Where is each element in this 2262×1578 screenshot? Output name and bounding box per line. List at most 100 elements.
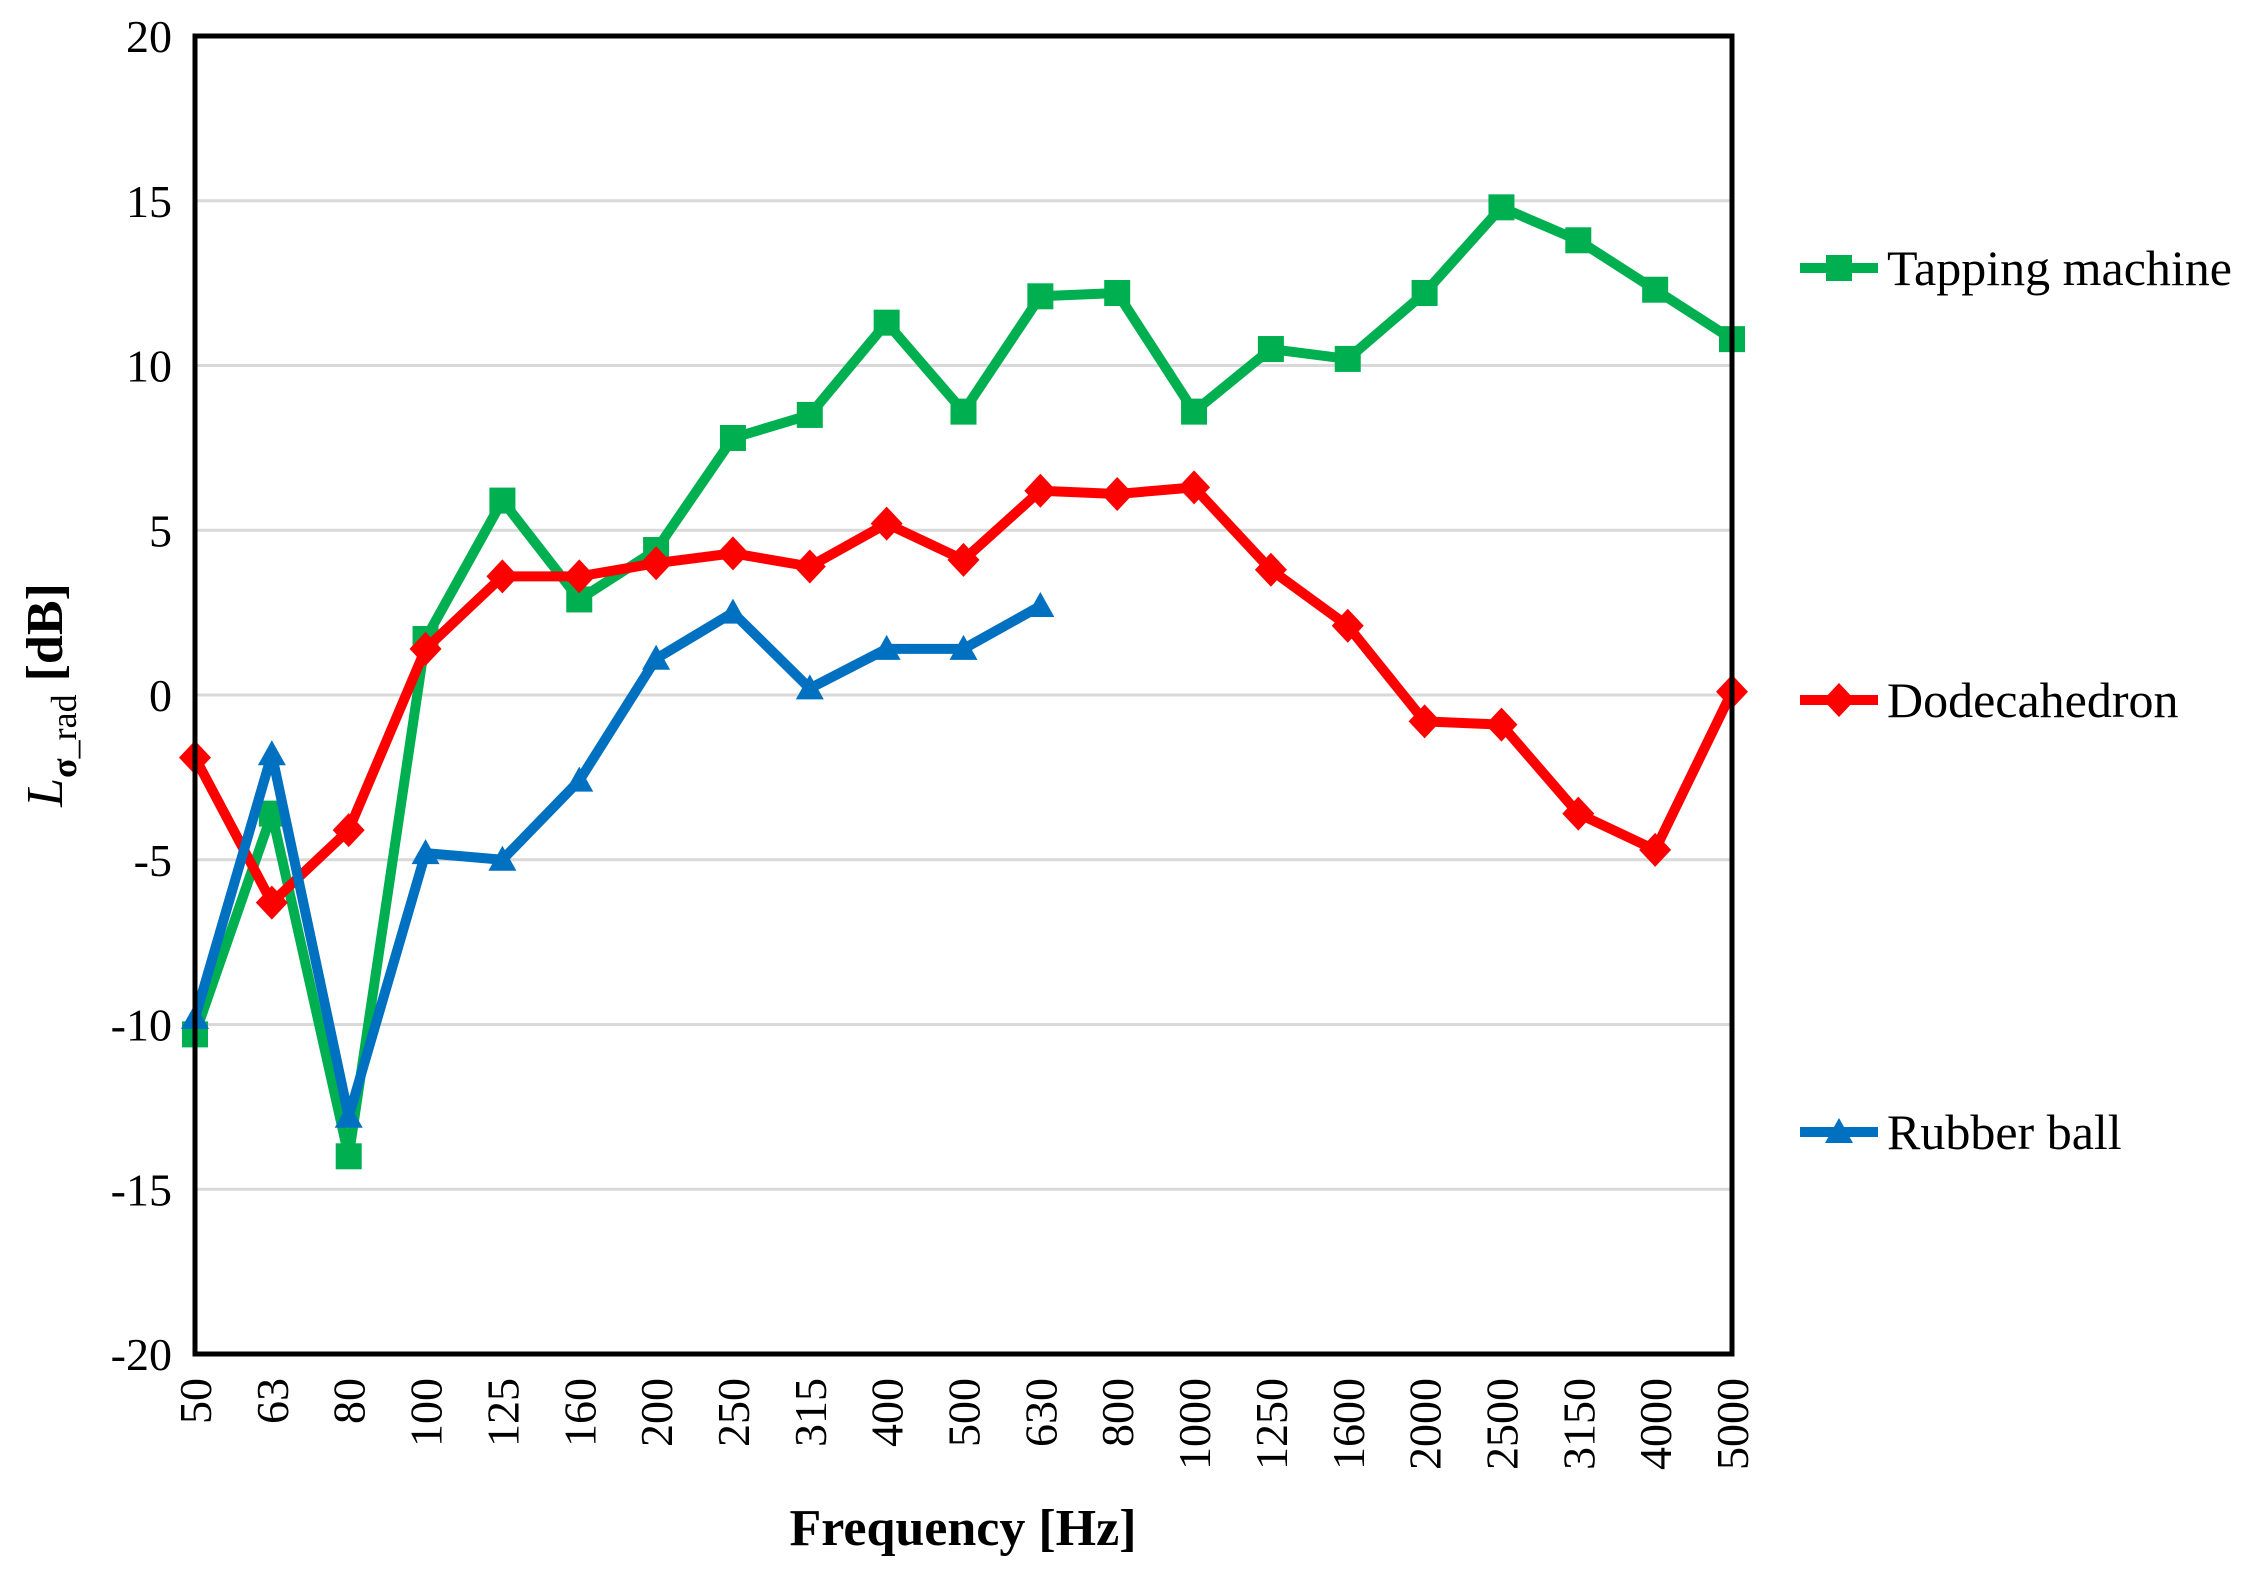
data-point-dodecahedron-160 — [563, 559, 596, 594]
legend-label-rubber-ball: Rubber ball — [1887, 1104, 2122, 1160]
data-point-dodecahedron-500 — [947, 542, 980, 577]
data-point-tapping-machine-125 — [489, 487, 516, 514]
x-tick-label-400: 400 — [862, 1378, 913, 1447]
x-tick-label-160: 160 — [554, 1378, 605, 1447]
x-tick-label-100: 100 — [401, 1378, 452, 1447]
series-rubber-ball — [181, 592, 1055, 1128]
x-tick-label-500: 500 — [939, 1378, 990, 1447]
y-tick-label-10: 10 — [126, 341, 172, 392]
y-axis-title: Lσ_rad [dB] — [17, 583, 84, 808]
x-tick-label-63: 63 — [247, 1378, 298, 1424]
y-tick-label-0: 0 — [149, 670, 172, 721]
y-tick-label--15: -15 — [111, 1164, 172, 1215]
x-tick-label-1000: 1000 — [1169, 1378, 1220, 1470]
data-point-dodecahedron-80 — [332, 813, 365, 848]
data-point-rubber-ball-630 — [1026, 592, 1055, 618]
y-tick-label-20: 20 — [126, 11, 172, 62]
data-point-tapping-machine-2000 — [1411, 280, 1438, 307]
data-point-dodecahedron-1000 — [1178, 470, 1211, 505]
data-point-rubber-ball-250 — [718, 598, 747, 624]
data-point-dodecahedron-4000 — [1639, 832, 1672, 867]
y-tick-label-15: 15 — [126, 176, 172, 227]
data-point-rubber-ball-315 — [795, 674, 824, 700]
data-point-dodecahedron-315 — [793, 549, 826, 584]
data-point-rubber-ball-200 — [642, 644, 671, 670]
data-point-rubber-ball-500 — [949, 634, 978, 660]
data-point-tapping-machine-315 — [796, 401, 823, 428]
legend-label-dodecahedron: Dodecahedron — [1887, 672, 2179, 728]
x-tick-label-80: 80 — [324, 1378, 375, 1424]
y-tick-label--5: -5 — [134, 835, 172, 886]
data-point-dodecahedron-630 — [1024, 473, 1057, 508]
x-tick-label-50: 50 — [170, 1378, 221, 1424]
data-point-dodecahedron-1250 — [1254, 552, 1287, 587]
legend: Tapping machine Dodecahedron Rubber ball — [1800, 240, 2232, 1160]
data-point-tapping-machine-4000 — [1642, 276, 1669, 303]
plot-border — [192, 33, 1735, 1357]
y-axis-tick-labels: 20 15 10 5 0 -5 -10 -15 -20 — [111, 11, 172, 1380]
data-point-dodecahedron-800 — [1101, 477, 1134, 512]
x-tick-label-250: 250 — [708, 1378, 759, 1447]
y-tick-label--10: -10 — [111, 1000, 172, 1051]
data-point-rubber-ball-100 — [411, 839, 440, 865]
data-point-rubber-ball-400 — [872, 634, 901, 660]
x-tick-label-2000: 2000 — [1400, 1378, 1451, 1470]
data-point-dodecahedron-200 — [640, 546, 673, 581]
y-axis-title-unit: [dB] — [17, 583, 74, 694]
x-axis-title: Frequency [Hz] — [789, 1500, 1136, 1557]
x-axis-tick-labels: 50 63 80 100 125 160 200 250 315 400 500 630 800 1000… — [170, 1378, 1758, 1470]
data-point-tapping-machine-1600 — [1334, 345, 1361, 372]
x-tick-label-4000: 4000 — [1630, 1378, 1681, 1470]
data-point-dodecahedron-400 — [870, 506, 903, 541]
y-axis-title-subscript-sigma: σ — [44, 758, 84, 778]
legend-item-rubber-ball: Rubber ball — [1800, 1104, 2122, 1160]
x-tick-label-5000: 5000 — [1707, 1378, 1758, 1470]
data-point-tapping-machine-800 — [1104, 280, 1131, 307]
x-tick-label-1600: 1600 — [1323, 1378, 1374, 1470]
legend-item-tapping-machine: Tapping machine — [1800, 240, 2232, 296]
x-tick-label-2500: 2500 — [1476, 1378, 1527, 1470]
data-point-dodecahedron-2000 — [1408, 704, 1441, 739]
series-line-rubber-ball — [190, 601, 1046, 1122]
data-point-dodecahedron-125 — [486, 559, 519, 594]
x-tick-label-3150: 3150 — [1553, 1378, 1604, 1470]
series-dodecahedron — [179, 470, 1748, 920]
data-point-tapping-machine-1000 — [1181, 398, 1208, 425]
legend-swatch-triangle-icon — [1825, 1118, 1853, 1143]
data-point-dodecahedron-1600 — [1331, 608, 1364, 643]
data-point-tapping-machine-630 — [1027, 283, 1054, 310]
data-point-rubber-ball-80 — [334, 1102, 363, 1128]
x-tick-label-800: 800 — [1092, 1378, 1143, 1447]
data-point-rubber-ball-63 — [257, 740, 286, 766]
series-tapping-machine — [182, 194, 1745, 1170]
series-layer — [179, 194, 1748, 1170]
data-point-tapping-machine-400 — [873, 309, 900, 336]
legend-swatch-diamond-icon — [1823, 683, 1855, 717]
x-tick-label-1250: 1250 — [1246, 1378, 1297, 1470]
data-point-tapping-machine-250 — [719, 424, 746, 451]
gridlines — [195, 199, 1732, 1191]
x-tick-label-125: 125 — [477, 1378, 528, 1447]
data-point-dodecahedron-100 — [409, 631, 442, 666]
x-tick-label-315: 315 — [785, 1378, 836, 1447]
data-point-rubber-ball-125 — [488, 845, 517, 871]
data-point-tapping-machine-1250 — [1257, 336, 1284, 363]
y-tick-label-5: 5 — [149, 505, 172, 556]
data-point-tapping-machine-3150 — [1565, 227, 1592, 254]
data-point-tapping-machine-500 — [950, 398, 977, 425]
y-tick-label--20: -20 — [111, 1329, 172, 1380]
data-point-dodecahedron-2500 — [1485, 707, 1518, 742]
data-point-dodecahedron-3150 — [1562, 796, 1595, 831]
data-point-rubber-ball-160 — [565, 766, 594, 792]
legend-label-tapping-machine: Tapping machine — [1887, 240, 2232, 296]
data-point-tapping-machine-80 — [335, 1143, 362, 1170]
y-axis-title-subscript-rad: _rad — [44, 694, 84, 759]
data-point-tapping-machine-2500 — [1488, 194, 1515, 221]
series-line-tapping-machine — [190, 202, 1737, 1162]
legend-swatch-square-icon — [1826, 255, 1852, 281]
y-axis-title-symbol: L — [17, 778, 74, 808]
x-tick-label-630: 630 — [1015, 1378, 1066, 1447]
legend-item-dodecahedron: Dodecahedron — [1800, 672, 2179, 728]
